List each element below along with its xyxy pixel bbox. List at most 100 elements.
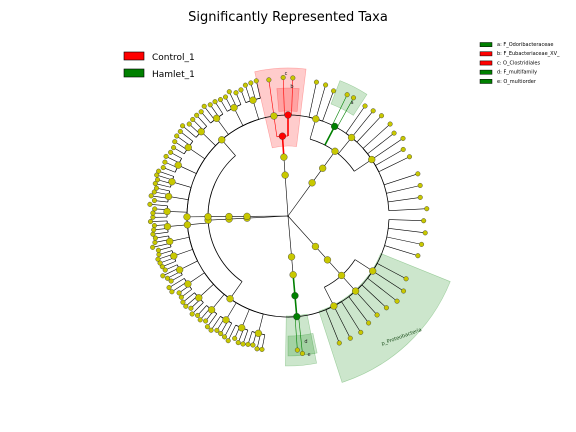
tree-node xyxy=(351,95,357,101)
clade-legend-label: e: O_multiorder xyxy=(497,79,537,85)
tree-node xyxy=(287,253,296,261)
legend-label-control: Control_1 xyxy=(152,53,195,63)
tree-node xyxy=(194,112,200,118)
tree-node xyxy=(151,189,157,195)
branch-line xyxy=(348,296,369,324)
branch-line xyxy=(176,135,190,146)
tree-node xyxy=(156,251,162,257)
tree-node xyxy=(212,114,221,122)
branch-line xyxy=(191,302,204,315)
tree-node xyxy=(195,312,201,318)
tree-node xyxy=(151,223,157,229)
tree-node xyxy=(163,222,172,231)
clade-letter-e: e xyxy=(307,352,310,358)
tree-node xyxy=(401,288,407,294)
group-legend: Control_1 Hamlet_1 xyxy=(123,51,195,80)
tree-node xyxy=(152,235,158,241)
chart-title: Significantly Represented Taxa xyxy=(188,10,388,25)
branch-line xyxy=(386,236,422,245)
tree-node xyxy=(225,212,233,221)
branch-line xyxy=(325,309,340,344)
tree-node xyxy=(156,168,162,174)
tree-node xyxy=(186,121,192,127)
sector-proteobacteria xyxy=(318,253,451,383)
tree-node xyxy=(180,123,186,129)
tree-node xyxy=(233,90,239,96)
tree-node xyxy=(331,88,337,94)
tree-node xyxy=(248,80,254,86)
tree-node xyxy=(294,347,300,353)
tree-node xyxy=(278,132,287,140)
tree-node xyxy=(266,77,272,83)
tree-node xyxy=(164,275,170,281)
tree-node xyxy=(242,82,248,88)
tree-node xyxy=(172,139,178,145)
branch-line xyxy=(150,220,168,222)
branch-line xyxy=(341,301,361,333)
tree-node xyxy=(217,97,223,103)
tree-node xyxy=(280,75,286,81)
tree-node xyxy=(250,342,256,348)
tree-node xyxy=(152,181,158,187)
clade-legend-label: b: F_Eubacteriaceae_XV_ xyxy=(497,51,560,57)
legend-swatch-control xyxy=(123,51,145,61)
tree-node xyxy=(311,242,320,251)
legend-label-hamlet: Hamlet_1 xyxy=(152,70,195,80)
tree-node xyxy=(291,292,299,300)
branch-line xyxy=(158,170,174,177)
branch-line xyxy=(372,270,404,292)
tree-node xyxy=(387,121,393,127)
tree-node xyxy=(177,128,183,134)
tree-node xyxy=(243,212,251,220)
tree-node xyxy=(394,298,400,304)
clade-legend-swatch xyxy=(479,51,493,57)
tree-node xyxy=(347,335,353,341)
tree-node xyxy=(147,219,153,225)
tree-node xyxy=(150,210,156,216)
tree-node xyxy=(212,99,218,105)
branch-line xyxy=(210,316,221,331)
branch-line xyxy=(255,80,261,99)
tree-node xyxy=(214,327,220,333)
tree-node xyxy=(254,346,260,352)
tree-node xyxy=(159,264,165,270)
tree-node xyxy=(308,179,316,187)
tree-node xyxy=(226,89,232,95)
tree-node xyxy=(168,149,174,155)
tree-node xyxy=(174,133,180,139)
tree-node xyxy=(293,313,301,321)
clade-letter-c: c xyxy=(285,71,288,77)
tree-node xyxy=(147,201,153,207)
tree-node xyxy=(166,285,172,291)
tree-node xyxy=(204,213,212,221)
tree-node xyxy=(169,289,175,295)
tree-node xyxy=(344,92,350,98)
tree-node xyxy=(163,207,171,216)
tree-node xyxy=(331,122,339,131)
branch-line xyxy=(387,197,421,203)
branch-line xyxy=(308,82,317,118)
tree-node xyxy=(362,103,368,109)
tree-node xyxy=(400,135,406,141)
branch-line xyxy=(180,131,193,142)
tree-node xyxy=(184,280,192,288)
tree-node xyxy=(299,350,305,356)
tree-node xyxy=(218,136,226,144)
branch-line xyxy=(282,77,285,116)
tree-node xyxy=(368,155,376,164)
tree-node xyxy=(218,331,224,337)
tree-node xyxy=(254,329,262,337)
tree-node xyxy=(417,182,423,188)
tree-node xyxy=(240,341,246,347)
tree-node xyxy=(150,244,156,250)
tree-node xyxy=(284,111,292,119)
tree-node xyxy=(197,317,203,323)
tree-node xyxy=(164,192,173,201)
clade-legend: a: F_Odoribacteraceae b: F_Eubacteriaceae… xyxy=(479,42,560,85)
branch-line xyxy=(229,91,237,107)
tree-node xyxy=(422,230,428,236)
clade-letter-a: a xyxy=(350,100,353,106)
clade-letter-d: d xyxy=(304,339,307,345)
branch-line xyxy=(315,84,326,119)
